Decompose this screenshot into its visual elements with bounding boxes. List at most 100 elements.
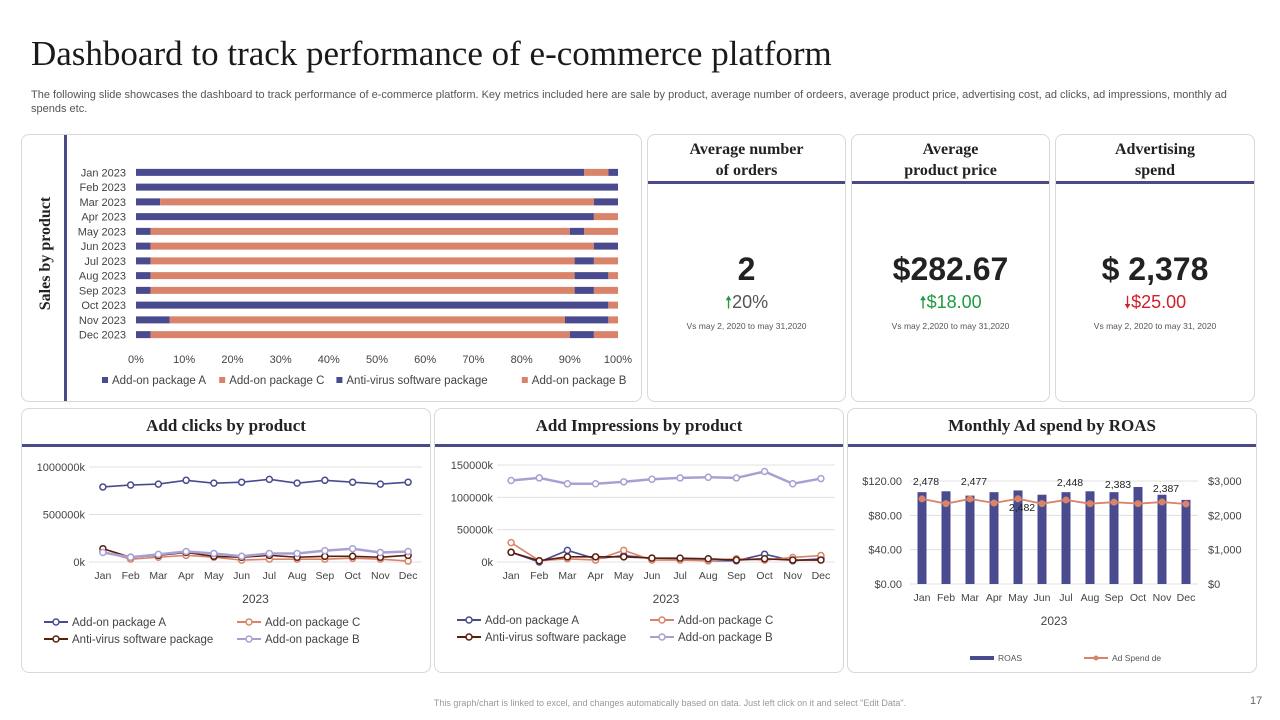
bar [917, 492, 927, 584]
legend-label: Ad Spend de [1112, 653, 1161, 663]
bar-segment [160, 198, 594, 206]
x-tick-label: Oct [756, 570, 772, 582]
x-tick-label: Jan [503, 570, 520, 582]
bar-segment [593, 213, 618, 221]
data-point [591, 480, 600, 488]
bar-segment [136, 242, 151, 250]
legend-marker [1093, 655, 1099, 661]
x-tick-label: 60% [414, 354, 436, 366]
ad-clicks-chart[interactable]: 0k 500000k 1000000k Jan Feb Mar Apr May Jun Jul Au… [22, 447, 430, 672]
data-point [1134, 500, 1142, 508]
x-tick-label: May [614, 570, 635, 582]
bar-segment [584, 227, 618, 235]
x-tick-label: Jul [263, 570, 276, 582]
data-point [918, 495, 926, 503]
legend-swatch [336, 377, 343, 383]
data-point [591, 553, 600, 561]
bar-segment [569, 331, 594, 339]
data-point [507, 476, 515, 485]
legend-marker [465, 616, 473, 624]
x-tick-label: Dec [399, 570, 418, 582]
y-tick-label: 1000000k [37, 462, 86, 474]
data-point [321, 546, 329, 555]
bar-segment [593, 331, 618, 339]
x-tick-label: Oct [344, 570, 360, 582]
axis-accent-bar [64, 135, 67, 401]
bar-segment [150, 257, 575, 265]
data-point [1086, 500, 1094, 508]
data-point [376, 548, 385, 557]
left-tick-label: $40.00 [868, 545, 902, 557]
x-tick-label: Aug [288, 570, 307, 582]
data-point [348, 478, 357, 486]
bar-segment [608, 272, 618, 280]
data-point [760, 467, 769, 476]
x-tick-label: 90% [559, 354, 581, 366]
bar-segment [136, 227, 151, 235]
bar-segment [150, 286, 575, 294]
data-point [237, 478, 246, 486]
arrow-up-icon: 🠕 [919, 293, 927, 312]
bar-segment [136, 331, 151, 339]
x-tick-label: May [1008, 592, 1029, 604]
x-tick-label: Apr [986, 592, 1003, 604]
bar-segment [593, 286, 618, 294]
x-tick-label: Jul [1059, 592, 1072, 604]
bar [1013, 490, 1023, 584]
legend-marker [245, 618, 253, 626]
y-tick-label: May 2023 [78, 226, 126, 238]
roas-chart[interactable]: $0.00 $40.00 $80.00 $120.00 $0 $1,000 $2,000 $3… [848, 447, 1256, 672]
series-line [102, 547, 409, 559]
bar-segment [136, 272, 151, 280]
data-point [182, 476, 190, 485]
bar-segment [136, 168, 585, 176]
kpi-card-price: Average product price $282.67 🠕$18.00 Vs… [851, 134, 1050, 402]
data-point [154, 550, 163, 559]
x-tick-label: Nov [371, 570, 390, 582]
data-label: 2,383 [1105, 479, 1131, 491]
data-point [760, 555, 769, 563]
kpi-change-value: $18.00 [926, 292, 982, 312]
kpi-divider [852, 181, 1049, 184]
bar [1133, 487, 1143, 584]
x-tick-label: 20% [221, 354, 243, 366]
bar-segment [574, 257, 594, 265]
legend-marker [52, 635, 60, 643]
legend-label: Anti-virus software package [72, 634, 213, 646]
legend-label: Add-on package A [112, 375, 206, 387]
data-point [966, 495, 974, 503]
x-tick-label: 30% [270, 354, 292, 366]
ad-clicks-card: Add clicks by product 0k 500000k 1000000k J… [21, 408, 431, 673]
legend-swatch [970, 656, 994, 660]
ad-impressions-chart[interactable]: 0k 50000k 100000k 150000k Jan Feb Mar Apr May Jun… [435, 447, 843, 672]
data-point [321, 476, 329, 485]
x-tick-label: Dec [812, 570, 831, 582]
kpi-change: 🠕$18.00 [852, 290, 1049, 319]
kpi-title: Advertising spend [1115, 141, 1195, 179]
x-tick-label: Sep [1105, 592, 1124, 604]
data-label: 2,482 [1009, 502, 1035, 514]
data-point [704, 555, 712, 563]
x-tick-label: Apr [587, 570, 604, 582]
legend-label: Anti-virus software package [346, 375, 487, 387]
series-line [510, 551, 821, 562]
sales-by-product-chart[interactable]: Sales by product Jan 2023 Feb 2023 Mar 2023… [22, 135, 641, 401]
data-point [535, 556, 543, 565]
data-point [99, 548, 107, 557]
kpi-value: 2 [737, 251, 756, 287]
chart-divider [435, 444, 843, 447]
kpi-card-adspend: Advertising spend $ 2,378 🠗$25.00 Vs may… [1055, 134, 1255, 402]
x-tick-label: Jun [643, 570, 660, 582]
left-tick-label: $80.00 [868, 510, 902, 522]
kpi-change-value: 20% [732, 292, 769, 312]
data-point [507, 538, 515, 547]
y-tick-label: 150000k [451, 460, 494, 472]
data-point [676, 474, 684, 482]
legend-label: Add-on package B [532, 375, 627, 387]
kpi-value: $ 2,378 [1101, 251, 1209, 287]
legend-label: Add-on package B [678, 632, 773, 644]
data-point [942, 500, 950, 508]
y-tick-label: Dec 2023 [79, 330, 126, 342]
bar-segment [593, 242, 618, 250]
legend-marker [245, 635, 253, 643]
